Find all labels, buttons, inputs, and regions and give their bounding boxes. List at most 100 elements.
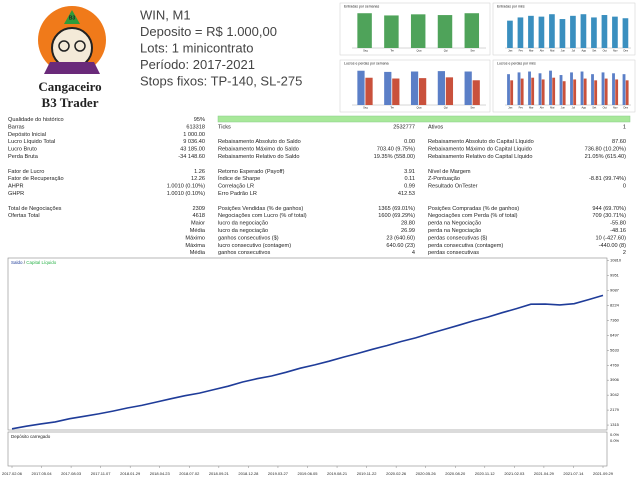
x-tick-label: 2020.02.26 <box>386 471 407 476</box>
stat-value: 9 036.40 <box>183 139 205 145</box>
x-tick-label: 2018.04.23 <box>150 471 171 476</box>
stat-label: perdas consecutivas <box>428 250 479 256</box>
y-tick-label: 3906 <box>610 377 620 382</box>
mini-bar <box>580 71 584 105</box>
stat-label: perda consecutiva (contagem) <box>428 243 503 249</box>
stat-label: lucro da negociação <box>218 221 268 227</box>
stat-value: 703.40 (9.75%) <box>377 147 415 153</box>
y-tick-label: 10810 <box>610 258 622 263</box>
quality-bar <box>217 115 631 123</box>
mini-chart-title: Lucros e perdas por mês <box>497 61 536 65</box>
x-tick-label: 2018.12.28 <box>238 471 259 476</box>
stat-value: 26.99 <box>401 228 415 234</box>
mini-bar <box>384 71 392 105</box>
x-tick-label: 2020.05.26 <box>416 471 437 476</box>
stat-value: 10 (-427.60) <box>596 235 627 241</box>
stat-value: Média <box>190 250 206 256</box>
stat-value: 4618 <box>193 213 205 219</box>
mini-x-label: Out <box>603 106 607 110</box>
mini-x-label: Qui <box>444 106 448 110</box>
mini-bar <box>594 80 598 105</box>
mini-bar <box>612 73 615 105</box>
mini-bar <box>464 71 472 105</box>
mini-x-label: Nov <box>613 106 618 110</box>
stat-label: lucro consecutivo (contagem) <box>218 243 291 249</box>
mini-bar <box>507 20 513 48</box>
mini-bar <box>507 74 510 105</box>
x-tick-label: 2017.05.04 <box>32 471 53 476</box>
mini-x-label: Sex <box>470 106 475 110</box>
mini-bar <box>357 70 365 105</box>
stat-label: Qualidade do histórico <box>8 117 64 123</box>
x-tick-label: 2021.02.03 <box>504 471 525 476</box>
stat-value: 2309 <box>193 206 205 212</box>
mini-x-label: Jan <box>508 106 513 110</box>
mini-bar <box>520 78 524 105</box>
logo-star <box>64 10 80 24</box>
stat-label: Índice de Sharpe <box>218 175 260 182</box>
mini-x-label: Ago <box>581 106 586 110</box>
x-tick-label: 2021.09.29 <box>593 471 614 476</box>
stat-value: 28.80 <box>401 221 415 227</box>
mini-bar <box>625 80 629 105</box>
mini-bar <box>517 72 521 105</box>
mini-bar <box>570 72 573 105</box>
stat-label: perdas consecutivas ($) <box>428 235 488 241</box>
x-tick-label: 2017.11.07 <box>91 471 111 476</box>
mini-bar <box>437 15 453 48</box>
mini-x-label: Ter <box>390 106 394 110</box>
stat-value: 4 <box>412 250 415 256</box>
mini-x-label: Qua <box>417 49 422 53</box>
y-tick-label: 4769 <box>610 362 620 367</box>
stat-label: AHPR <box>8 184 24 190</box>
logo-subtitle: B3 Trader <box>42 95 99 110</box>
mini-x-label: Mai <box>550 49 555 53</box>
stat-label: Correlação LR <box>218 184 254 190</box>
stat-label: Ticks <box>218 124 231 130</box>
mini-bar <box>437 71 445 105</box>
mini-x-label: Set <box>592 106 596 110</box>
stat-label: Rebaixamento Máximo do Saldo <box>218 147 299 153</box>
stat-label: Rebaixamento Relativo do Saldo <box>218 154 299 160</box>
stat-value: 87.60 <box>612 139 626 145</box>
logo: B3 Cangaceiro B3 Trader <box>38 6 106 110</box>
load-label: Depósito carregado <box>11 434 51 439</box>
x-tick-label: 2019.06.05 <box>297 471 318 476</box>
logo-badge: B3 <box>69 15 76 21</box>
stat-value: 1.26 <box>194 169 205 175</box>
y-tick-label: 6497 <box>610 332 620 337</box>
mini-bar <box>410 71 419 105</box>
mini-x-label: Ago <box>581 49 586 53</box>
mini-bar <box>517 17 524 48</box>
stat-value: Máximo <box>185 235 205 241</box>
stat-label: Depósito Inicial <box>8 132 46 138</box>
mini-bar <box>472 80 480 105</box>
stat-label: Barras <box>8 124 25 130</box>
stat-value: 0 <box>623 184 626 190</box>
mini-chart-title: Lucros e perdas por semana <box>344 61 389 65</box>
legend-entry: Saldo <box>11 260 23 265</box>
mini-bar <box>410 14 426 48</box>
x-tick-label: 2020.11.12 <box>475 471 495 476</box>
stat-value: 412.53 <box>398 191 415 197</box>
stat-label: Lucro Bruto <box>8 147 37 153</box>
mini-bar <box>531 77 535 105</box>
stat-label: lucro da negociação <box>218 228 268 234</box>
stat-value: 1 <box>623 124 626 130</box>
y-tick-label: 2179 <box>610 407 620 412</box>
load-tick-label: 0.0% <box>610 438 620 443</box>
mini-bar <box>510 80 514 105</box>
y-tick-label: 9087 <box>610 288 620 293</box>
mini-bar <box>384 15 399 49</box>
stat-value: 736.80 (10.20%) <box>585 147 626 153</box>
mini-bar <box>528 71 531 105</box>
stat-label: Negociações com Lucro (% of total) <box>218 213 307 219</box>
x-tick-label: 2018.07.02 <box>179 471 200 476</box>
mini-bar <box>365 77 373 105</box>
mini-bar <box>591 74 594 105</box>
x-tick-label: 2021.07.14 <box>563 471 584 476</box>
legend: Saldo / Capital Líquido <box>11 260 57 265</box>
logo-glasses <box>74 40 86 52</box>
mini-x-label: Mar <box>529 49 534 53</box>
